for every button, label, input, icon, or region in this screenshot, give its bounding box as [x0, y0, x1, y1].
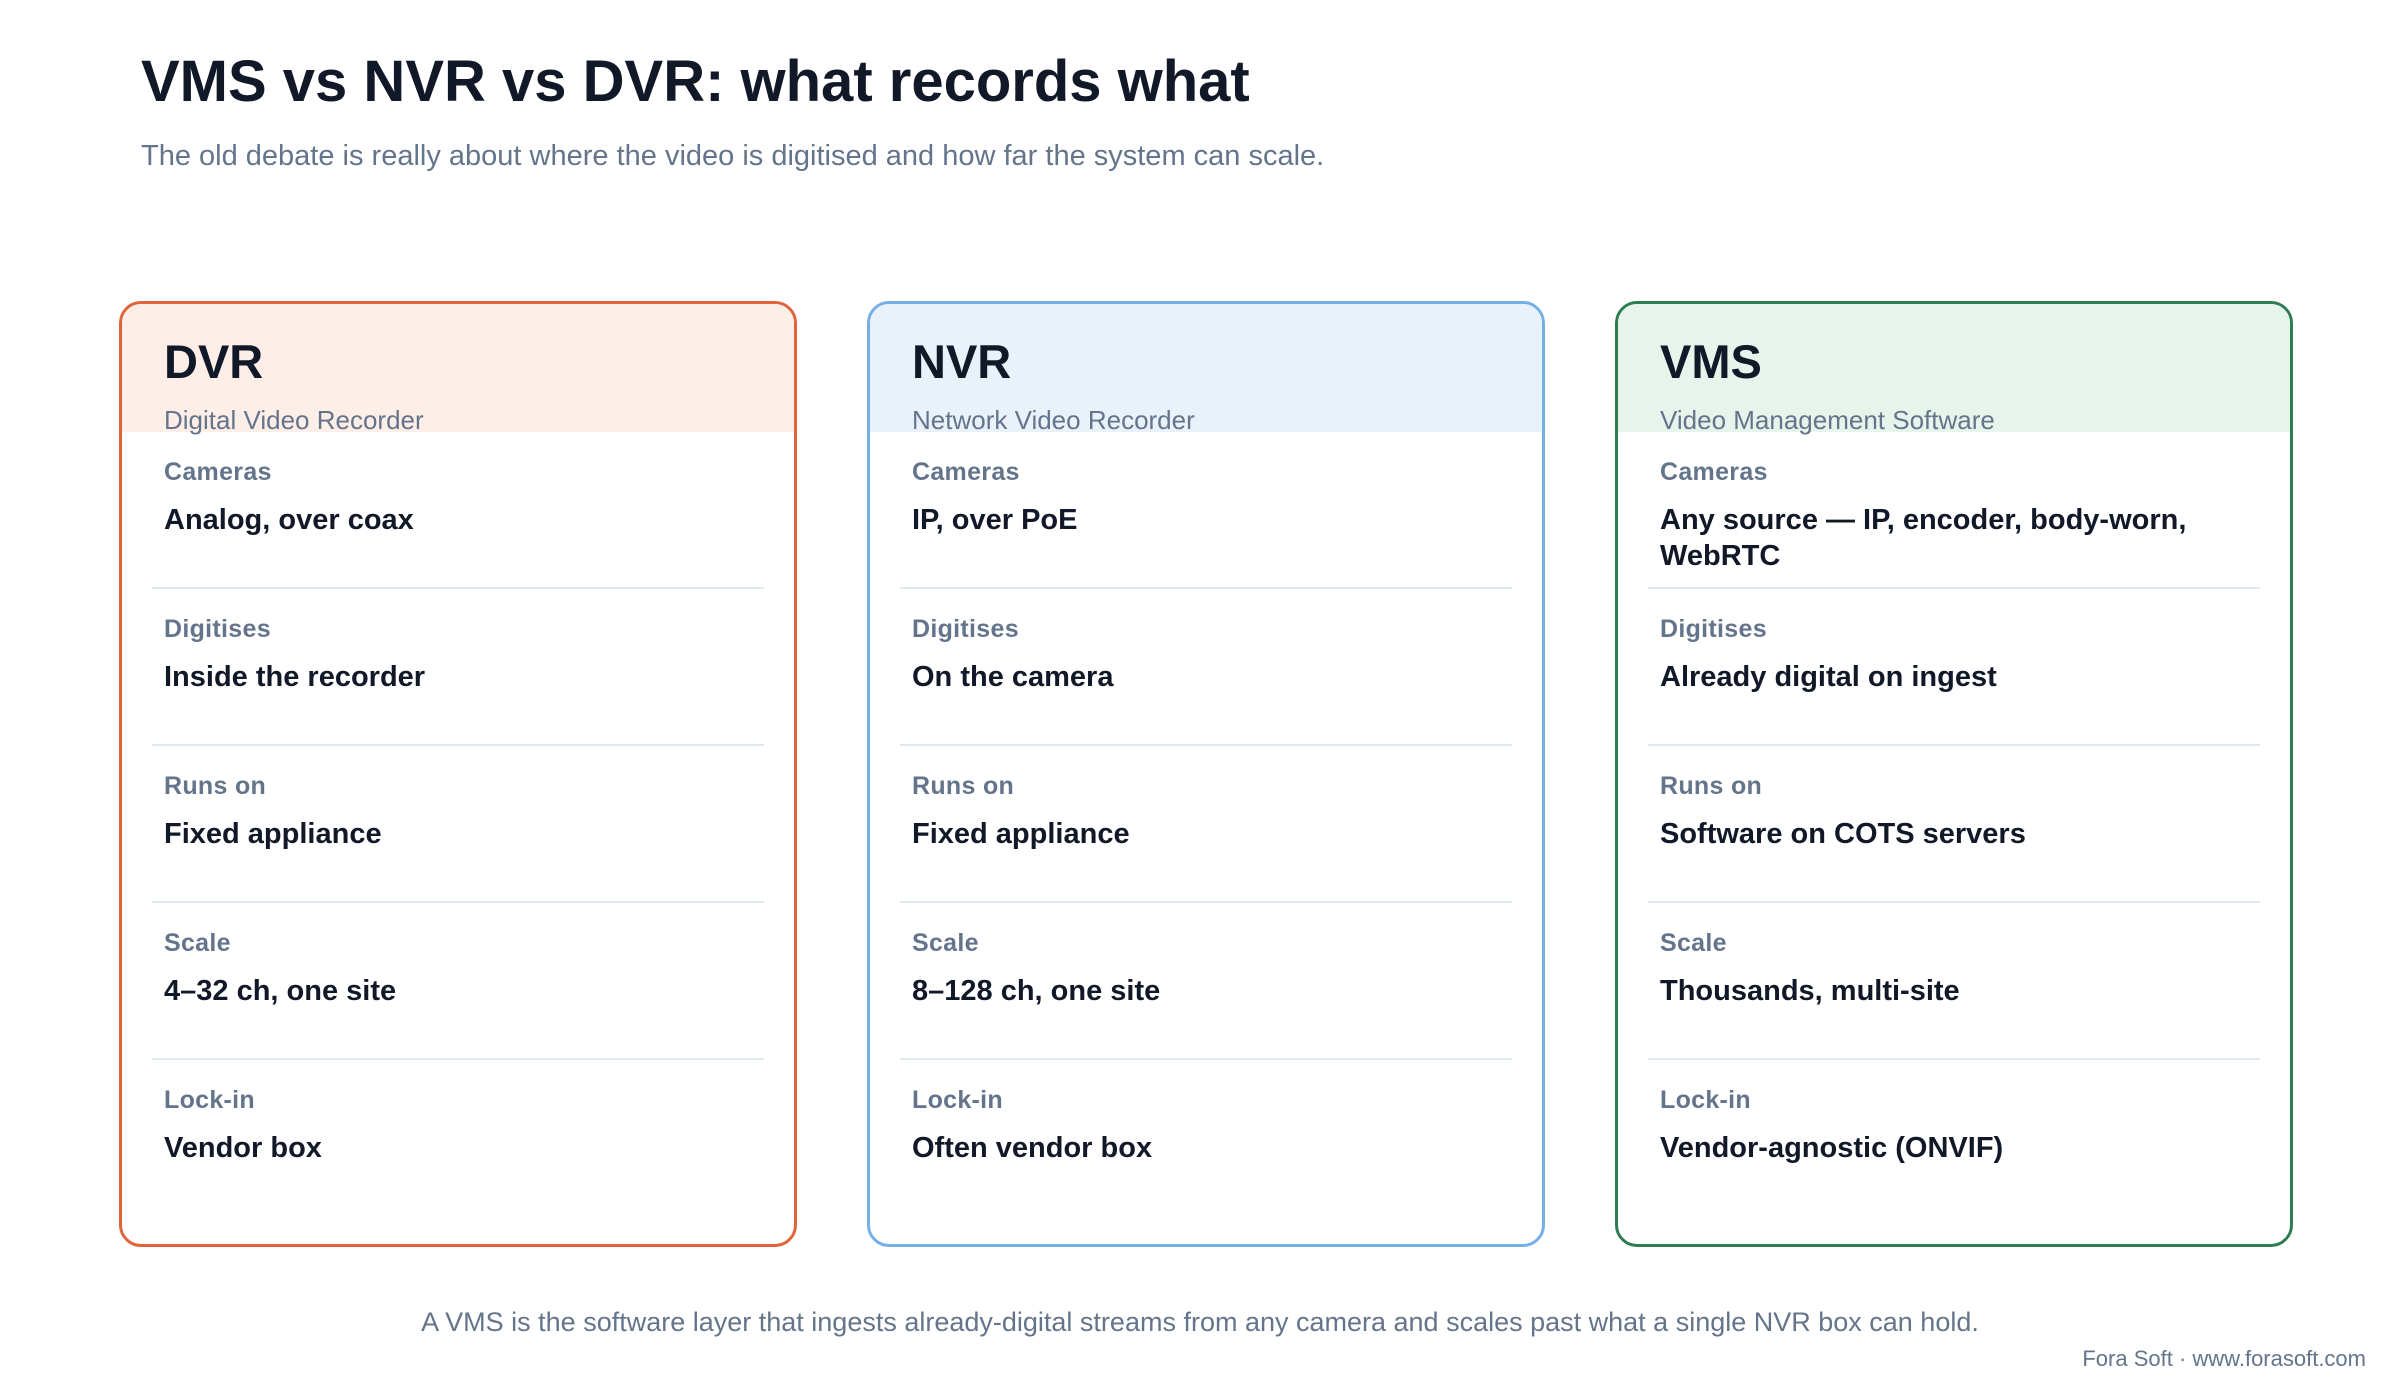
row-value: Often vendor box [912, 1132, 1153, 1164]
row-value: Software on COTS servers [1660, 818, 2026, 850]
row-value: IP, over PoE [912, 504, 1078, 536]
row-value: Thousands, multi-site [1660, 975, 1960, 1007]
row-value: Vendor box [164, 1132, 322, 1164]
row-label: Digitises [1660, 615, 1767, 643]
row-value: On the camera [912, 661, 1114, 693]
row-value: 4–32 ch, one site [164, 975, 397, 1007]
row-divider [900, 744, 1512, 746]
row-cameras: Cameras Any source — IP, encoder, body-w… [1618, 432, 2290, 589]
row-label: Digitises [164, 615, 271, 643]
row-value: Any source — IP, encoder, body-worn, Web… [1660, 504, 2187, 572]
card-header: VMS Video Management Software [1618, 304, 2290, 435]
row-scale: Scale Thousands, multi-site [1618, 903, 2290, 1060]
row-divider [900, 587, 1512, 589]
row-runs-on: Runs on Fixed appliance [870, 746, 1542, 903]
row-label: Runs on [164, 772, 267, 800]
card-rows: Cameras Analog, over coax Digitises Insi… [122, 432, 794, 1217]
card-vms: VMS Video Management Software Cameras An… [1615, 301, 2293, 1247]
row-digitises: Digitises Inside the recorder [122, 589, 794, 746]
card-header: DVR Digital Video Recorder [122, 304, 794, 435]
row-runs-on: Runs on Fixed appliance [122, 746, 794, 903]
row-divider [152, 1058, 764, 1060]
page-title: VMS vs NVR vs DVR: what records what [141, 49, 1250, 114]
row-lock-in: Lock-in Vendor-agnostic (ONVIF) [1618, 1060, 2290, 1217]
row-value: Fixed appliance [164, 818, 382, 850]
row-label: Cameras [164, 458, 272, 486]
row-lock-in: Lock-in Often vendor box [870, 1060, 1542, 1217]
card-title: NVR [912, 335, 1012, 388]
footnote: A VMS is the software layer that ingests… [421, 1307, 1979, 1337]
row-divider [900, 901, 1512, 903]
row-label: Lock-in [912, 1086, 1003, 1114]
card-subtitle: Video Management Software [1660, 405, 1995, 435]
row-digitises: Digitises On the camera [870, 589, 1542, 746]
card-dvr: DVR Digital Video Recorder Cameras Analo… [119, 301, 797, 1247]
card-nvr: NVR Network Video Recorder Cameras IP, o… [867, 301, 1545, 1247]
page-subtitle: The old debate is really about where the… [141, 140, 1325, 172]
row-digitises: Digitises Already digital on ingest [1618, 589, 2290, 746]
row-value: 8–128 ch, one site [912, 975, 1161, 1007]
row-value: Vendor-agnostic (ONVIF) [1660, 1132, 2004, 1164]
card-rows: Cameras IP, over PoE Digitises On the ca… [870, 432, 1542, 1217]
row-scale: Scale 4–32 ch, one site [122, 903, 794, 1060]
row-divider [1648, 587, 2260, 589]
card-title: DVR [164, 335, 264, 388]
row-label: Cameras [912, 458, 1020, 486]
row-value: Fixed appliance [912, 818, 1130, 850]
row-value: Inside the recorder [164, 661, 426, 693]
row-divider [152, 587, 764, 589]
row-label: Lock-in [164, 1086, 255, 1114]
row-divider [152, 744, 764, 746]
row-cameras: Cameras Analog, over coax [122, 432, 794, 589]
row-label: Scale [164, 929, 231, 957]
row-divider [152, 901, 764, 903]
card-subtitle: Network Video Recorder [912, 405, 1195, 435]
row-label: Runs on [912, 772, 1015, 800]
row-value: Analog, over coax [164, 504, 414, 536]
row-label: Cameras [1660, 458, 1768, 486]
row-label: Scale [912, 929, 979, 957]
row-label: Lock-in [1660, 1086, 1751, 1114]
row-value: Already digital on ingest [1660, 661, 1997, 693]
row-cameras: Cameras IP, over PoE [870, 432, 1542, 589]
row-divider [1648, 744, 2260, 746]
credit-line: Fora Soft · www.forasoft.com [2082, 1346, 2366, 1371]
row-label: Scale [1660, 929, 1727, 957]
row-label: Digitises [912, 615, 1019, 643]
row-label: Runs on [1660, 772, 1763, 800]
row-divider [1648, 901, 2260, 903]
row-lock-in: Lock-in Vendor box [122, 1060, 794, 1217]
card-title: VMS [1660, 335, 1762, 388]
row-divider [900, 1058, 1512, 1060]
row-divider [1648, 1058, 2260, 1060]
row-runs-on: Runs on Software on COTS servers [1618, 746, 2290, 903]
card-rows: Cameras Any source — IP, encoder, body-w… [1618, 432, 2290, 1217]
card-subtitle: Digital Video Recorder [164, 405, 424, 435]
card-header: NVR Network Video Recorder [870, 304, 1542, 435]
row-scale: Scale 8–128 ch, one site [870, 903, 1542, 1060]
